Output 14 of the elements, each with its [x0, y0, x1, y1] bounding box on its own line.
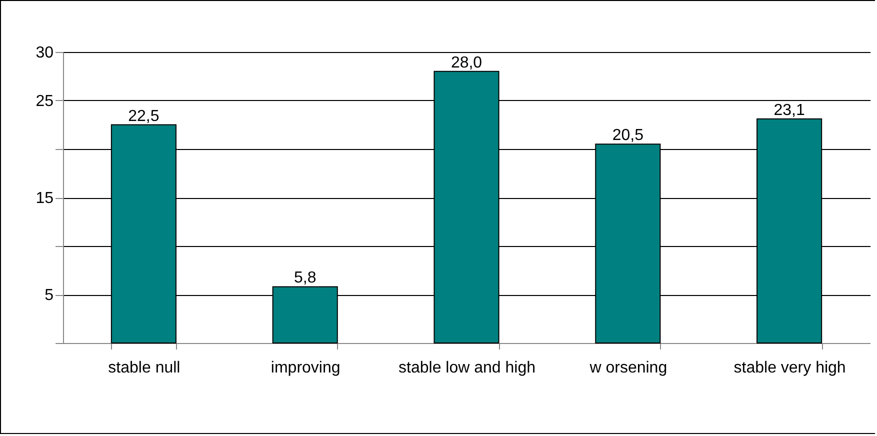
- y-tick-label: 25: [36, 93, 54, 110]
- y-tick-label: 15: [36, 190, 54, 207]
- data-label: 20,5: [612, 127, 644, 144]
- x-tick-label: stable very high: [734, 360, 846, 376]
- data-label: 28,0: [450, 54, 482, 72]
- x-tick-label: stable null: [108, 360, 180, 376]
- data-label: 23,1: [774, 102, 805, 119]
- y-tick-label: 30: [36, 44, 54, 62]
- x-tick-label: w orsening: [588, 360, 668, 376]
- data-label: 5,8: [294, 270, 316, 287]
- x-tick-label: stable low and high: [398, 360, 536, 376]
- x-tick-label: improving: [270, 360, 340, 376]
- y-tick-label: 5: [44, 287, 54, 304]
- data-label: 22,5: [128, 108, 160, 125]
